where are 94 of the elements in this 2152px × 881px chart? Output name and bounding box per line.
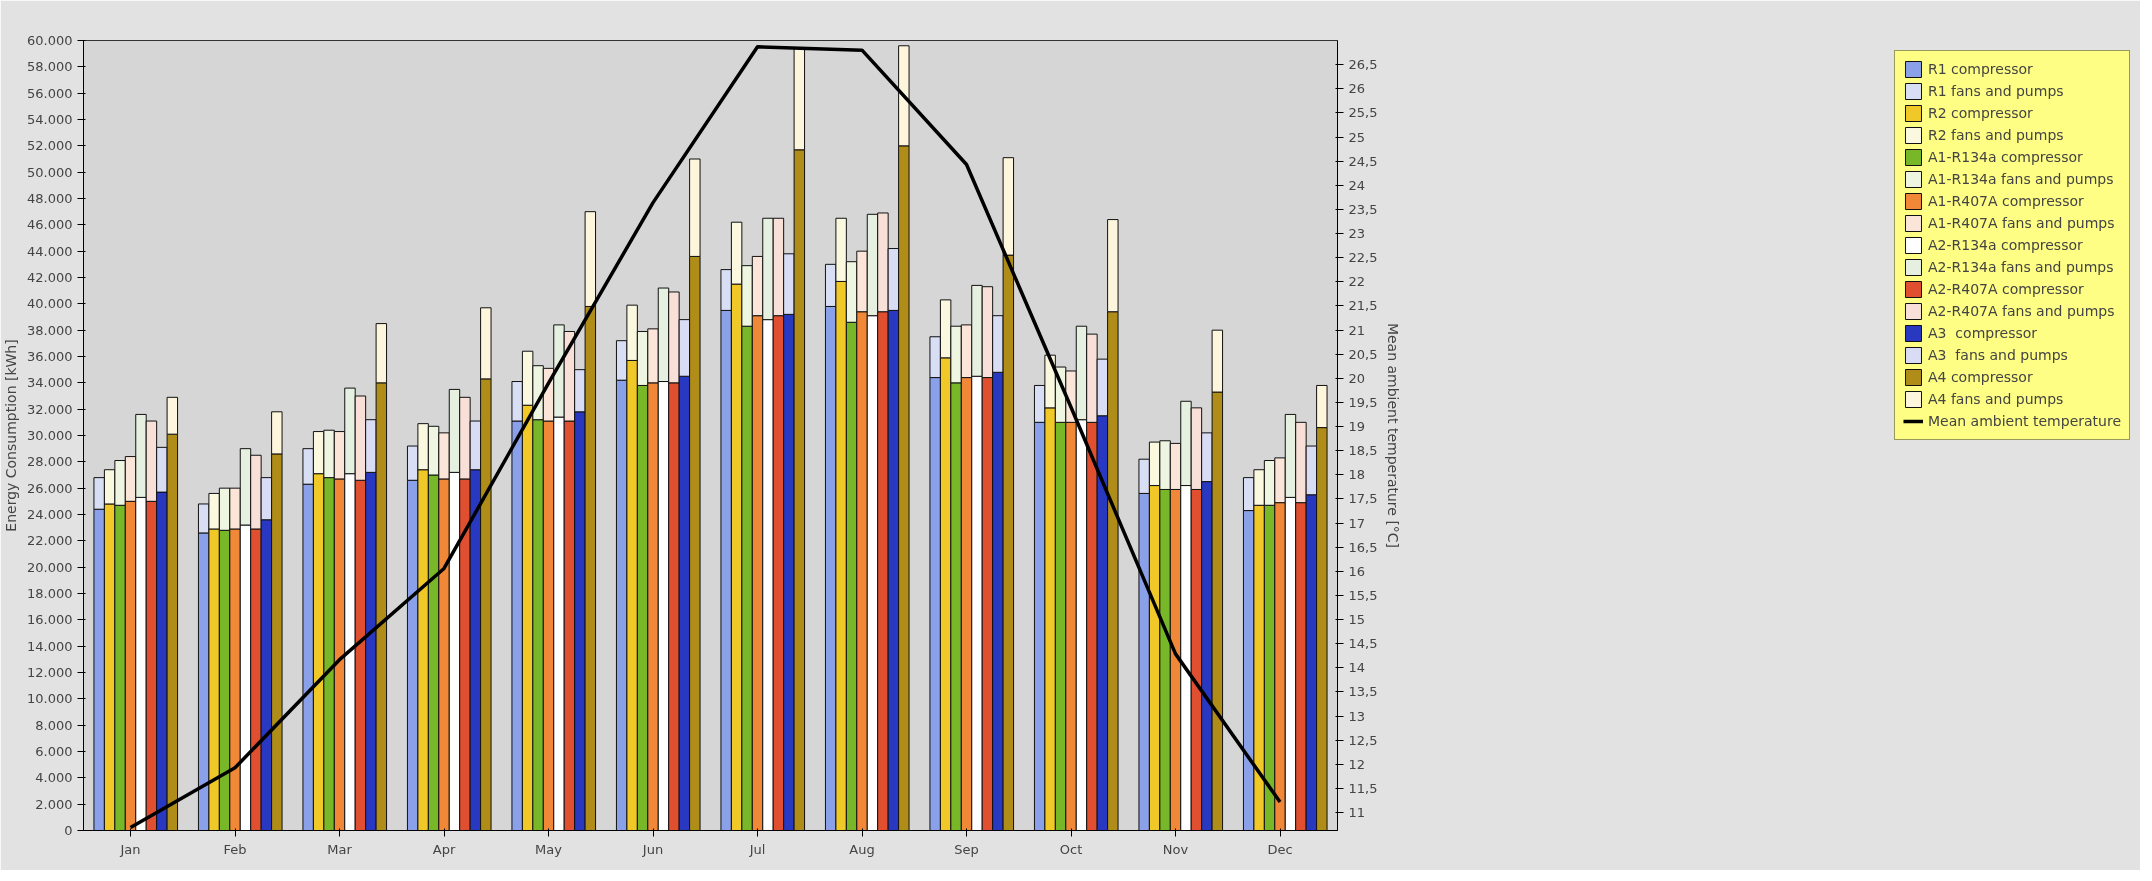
legend-label: A2-R407A compressor <box>1927 281 2084 297</box>
y-tick-label: 12.000 <box>27 665 73 680</box>
y-tick-label: 32.000 <box>27 401 73 417</box>
y-tick-label: 2.000 <box>35 796 73 812</box>
y-tick-label: 30.000 <box>27 428 73 443</box>
legend-label: A1-R407A compressor <box>1927 193 2084 209</box>
y2-tick-label: 24,5 <box>1348 153 1378 169</box>
y-tick-label: 58.000 <box>27 59 73 75</box>
y-tick-label: 8.000 <box>35 717 73 733</box>
y-tick-label: 10.000 <box>27 691 73 707</box>
y-tick-label: 54.000 <box>27 112 73 127</box>
y-tick-label: 24.000 <box>27 507 73 522</box>
y-tick-label: 60.000 <box>27 33 73 48</box>
y-tick-label: 42.000 <box>27 270 73 285</box>
legend-label: A4 compressor <box>1927 369 2033 385</box>
legend-label: A3 compressor <box>1927 325 2038 341</box>
y2-tick-label: 12 <box>1348 756 1366 772</box>
x-tick-label: Apr <box>432 841 456 857</box>
y-tick-label: 28.000 <box>27 454 73 470</box>
legend-label: A1-R134a fans and pumps <box>1927 171 2114 187</box>
legend-label: A1-R407A fans and pumps <box>1927 215 2115 231</box>
x-tick-label: Sep <box>954 841 979 857</box>
y2-tick-label: 18 <box>1348 467 1366 483</box>
x-tick-label: May <box>535 841 563 857</box>
y2-tick-label: 26 <box>1348 81 1366 97</box>
y2-tick-label: 17 <box>1348 515 1366 531</box>
y2-tick-label: 23 <box>1348 226 1366 242</box>
y-tick-label: 56.000 <box>27 85 73 101</box>
y-tick-label: 18.000 <box>27 586 73 601</box>
x-tick-label: Oct <box>1059 841 1083 857</box>
legend-label: A1-R134a compressor <box>1927 149 2083 165</box>
y-tick-label: 46.000 <box>27 217 73 233</box>
y2-tick-label: 22 <box>1348 274 1366 290</box>
y2-tick-label: 13,5 <box>1348 684 1378 700</box>
y-axis-title: Energy Consumption [kWh] <box>3 339 20 532</box>
x-tick-label: Mar <box>327 841 353 857</box>
y-tick-label: 40.000 <box>27 296 73 312</box>
y2-tick-label: 14,5 <box>1348 636 1378 652</box>
legend-label: R2 compressor <box>1927 105 2033 121</box>
y2-tick-label: 16 <box>1348 563 1366 579</box>
legend-label: A4 fans and pumps <box>1927 391 2064 407</box>
y2-tick-label: 14 <box>1348 660 1366 676</box>
y2-tick-label: 18,5 <box>1348 443 1378 459</box>
y2-tick-label: 11 <box>1348 805 1366 821</box>
y-tick-label: 0 <box>64 823 73 838</box>
x-tick-label: Dec <box>1267 841 1293 857</box>
y2-tick-label: 25 <box>1348 129 1366 145</box>
y2-tick-label: 26,5 <box>1348 57 1378 73</box>
y-tick-label: 38.000 <box>27 322 73 338</box>
legend-label: A2-R407A fans and pumps <box>1927 303 2115 319</box>
y2-tick-label: 25,5 <box>1348 105 1378 121</box>
x-tick-label: Nov <box>1162 841 1189 857</box>
y2-tick-label: 11,5 <box>1348 781 1378 797</box>
x-tick-label: Jul <box>748 841 766 857</box>
y2-tick-label: 23,5 <box>1348 201 1378 217</box>
y2-tick-label: 15,5 <box>1348 587 1378 603</box>
y-tick-label: 4.000 <box>35 770 73 786</box>
y2-tick-label: 24 <box>1348 177 1366 193</box>
x-tick-label: Aug <box>849 841 875 857</box>
legend-label: A2-R134a compressor <box>1927 237 2083 253</box>
y2-tick-label: 21 <box>1348 322 1366 338</box>
x-tick-label: Feb <box>223 841 247 857</box>
y-tick-label: 44.000 <box>27 243 73 259</box>
legend-label: R1 compressor <box>1927 61 2033 77</box>
y-tick-label: 52.000 <box>27 138 73 154</box>
y2-axis-title: Mean ambient temperature [°C] <box>1385 322 1402 549</box>
y-tick-label: 6.000 <box>35 744 73 759</box>
y2-tick-label: 15 <box>1348 612 1366 628</box>
legend-label: A3 fans and pumps <box>1927 347 2068 363</box>
legend-label: A2-R134a fans and pumps <box>1927 259 2114 275</box>
y-tick-label: 20.000 <box>27 559 73 575</box>
y2-tick-label: 13 <box>1348 708 1366 724</box>
y2-tick-label: 12,5 <box>1348 732 1378 748</box>
y-tick-label: 26.000 <box>27 480 73 496</box>
legend-label: R1 fans and pumps <box>1927 83 2064 99</box>
y2-tick-label: 19,5 <box>1348 394 1378 410</box>
y2-tick-label: 22,5 <box>1348 250 1378 266</box>
y2-tick-label: 20,5 <box>1348 346 1378 362</box>
x-tick-label: Jun <box>641 841 664 857</box>
x-tick-label: Jan <box>119 841 141 857</box>
y-tick-label: 22.000 <box>27 533 73 549</box>
y-tick-label: 48.000 <box>27 191 73 206</box>
y-tick-label: 34.000 <box>27 375 73 391</box>
legend-label: Mean ambient temperature <box>1927 413 2121 429</box>
y2-tick-label: 17,5 <box>1348 491 1378 507</box>
y2-tick-label: 21,5 <box>1348 298 1378 314</box>
y-tick-label: 50.000 <box>27 164 73 180</box>
y-tick-label: 16.000 <box>27 612 73 628</box>
legend-label: R2 fans and pumps <box>1927 127 2064 143</box>
y-tick-label: 14.000 <box>27 638 73 654</box>
y2-tick-label: 19 <box>1348 419 1366 435</box>
y2-tick-label: 16,5 <box>1348 539 1378 555</box>
y2-tick-label: 20 <box>1348 370 1366 386</box>
y-tick-label: 36.000 <box>27 349 73 364</box>
